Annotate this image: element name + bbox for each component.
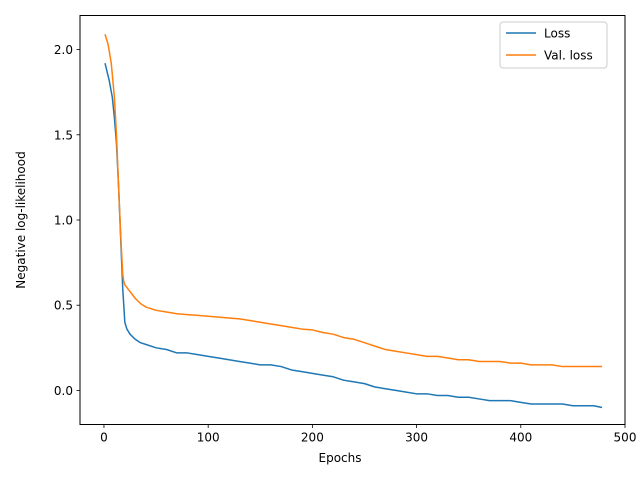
x-tick-label: 500 <box>614 431 637 445</box>
series-line-loss <box>104 63 603 409</box>
legend-label-loss: Loss <box>544 27 570 41</box>
x-axis: 0 100 200 300 400 500 <box>100 424 637 445</box>
y-tick-label: 2.0 <box>54 43 73 57</box>
x-tick-label: 100 <box>197 431 220 445</box>
legend-label-val-loss: Val. loss <box>544 49 593 63</box>
series-line-val-loss <box>104 34 603 368</box>
y-tick-label: 0.0 <box>54 384 73 398</box>
x-tick-label: 200 <box>301 431 324 445</box>
x-tick-label: 0 <box>100 431 108 445</box>
y-tick-label: 1.5 <box>54 128 73 142</box>
x-tick-label: 300 <box>405 431 428 445</box>
plot-lines <box>104 34 603 409</box>
y-tick-label: 0.5 <box>54 299 73 313</box>
x-tick-label: 400 <box>509 431 532 445</box>
plot-frame <box>79 15 626 425</box>
legend: Loss Val. loss <box>499 21 608 69</box>
y-axis: 0.0 0.5 1.0 1.5 2.0 <box>54 43 80 398</box>
x-axis-label: Epochs <box>319 451 362 465</box>
y-tick-label: 1.0 <box>54 214 73 228</box>
y-axis-label: Negative log-likelihood <box>14 151 28 288</box>
